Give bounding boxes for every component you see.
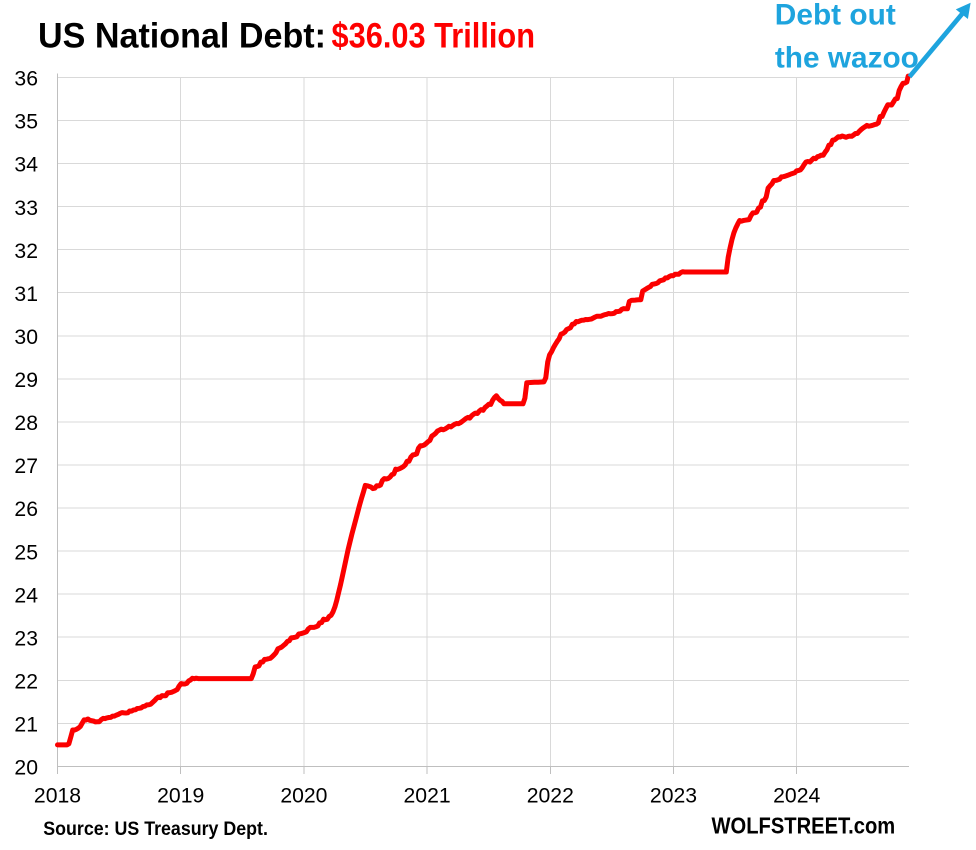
- svg-text:Source: US Treasury Dept.: Source: US Treasury Dept.: [43, 819, 268, 840]
- svg-text:US National Debt:: US National Debt:: [38, 16, 326, 55]
- svg-text:36: 36: [14, 68, 38, 91]
- svg-text:2022: 2022: [527, 785, 574, 808]
- svg-text:33: 33: [14, 197, 38, 220]
- svg-text:23: 23: [14, 627, 38, 650]
- svg-text:26: 26: [14, 498, 38, 521]
- svg-text:30: 30: [14, 326, 38, 349]
- svg-text:2019: 2019: [157, 785, 204, 808]
- svg-text:21: 21: [14, 714, 38, 737]
- svg-text:Debt out: Debt out: [775, 0, 896, 32]
- svg-text:27: 27: [14, 455, 38, 478]
- svg-text:2024: 2024: [773, 785, 820, 808]
- svg-text:31: 31: [14, 283, 38, 306]
- svg-text:WOLFSTREET.com: WOLFSTREET.com: [712, 813, 896, 839]
- svg-text:22: 22: [14, 671, 38, 694]
- svg-text:28: 28: [14, 412, 38, 435]
- svg-text:20: 20: [14, 757, 38, 780]
- svg-text:24: 24: [14, 584, 38, 607]
- svg-text:2018: 2018: [34, 785, 81, 808]
- svg-text:25: 25: [14, 541, 38, 564]
- svg-text:35: 35: [14, 111, 38, 134]
- svg-text:2023: 2023: [650, 785, 697, 808]
- svg-text:32: 32: [14, 240, 38, 263]
- svg-text:34: 34: [14, 154, 38, 177]
- svg-text:29: 29: [14, 369, 38, 392]
- svg-text:$36.03 Trillion: $36.03 Trillion: [332, 16, 536, 55]
- svg-text:2020: 2020: [280, 785, 327, 808]
- svg-text:the wazoo: the wazoo: [775, 41, 919, 74]
- svg-text:2021: 2021: [404, 785, 451, 808]
